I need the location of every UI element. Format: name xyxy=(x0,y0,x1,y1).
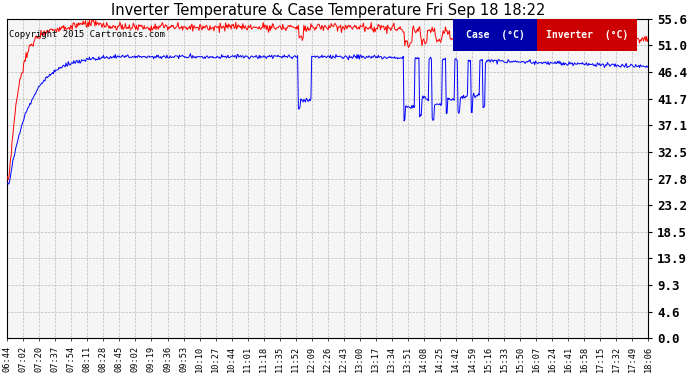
Text: Case  (°C): Case (°C) xyxy=(466,30,524,40)
FancyBboxPatch shape xyxy=(538,19,637,51)
Text: Copyright 2015 Cartronics.com: Copyright 2015 Cartronics.com xyxy=(8,30,164,39)
Title: Inverter Temperature & Case Temperature Fri Sep 18 18:22: Inverter Temperature & Case Temperature … xyxy=(110,3,545,18)
Text: Inverter  (°C): Inverter (°C) xyxy=(546,30,628,40)
FancyBboxPatch shape xyxy=(453,19,538,51)
